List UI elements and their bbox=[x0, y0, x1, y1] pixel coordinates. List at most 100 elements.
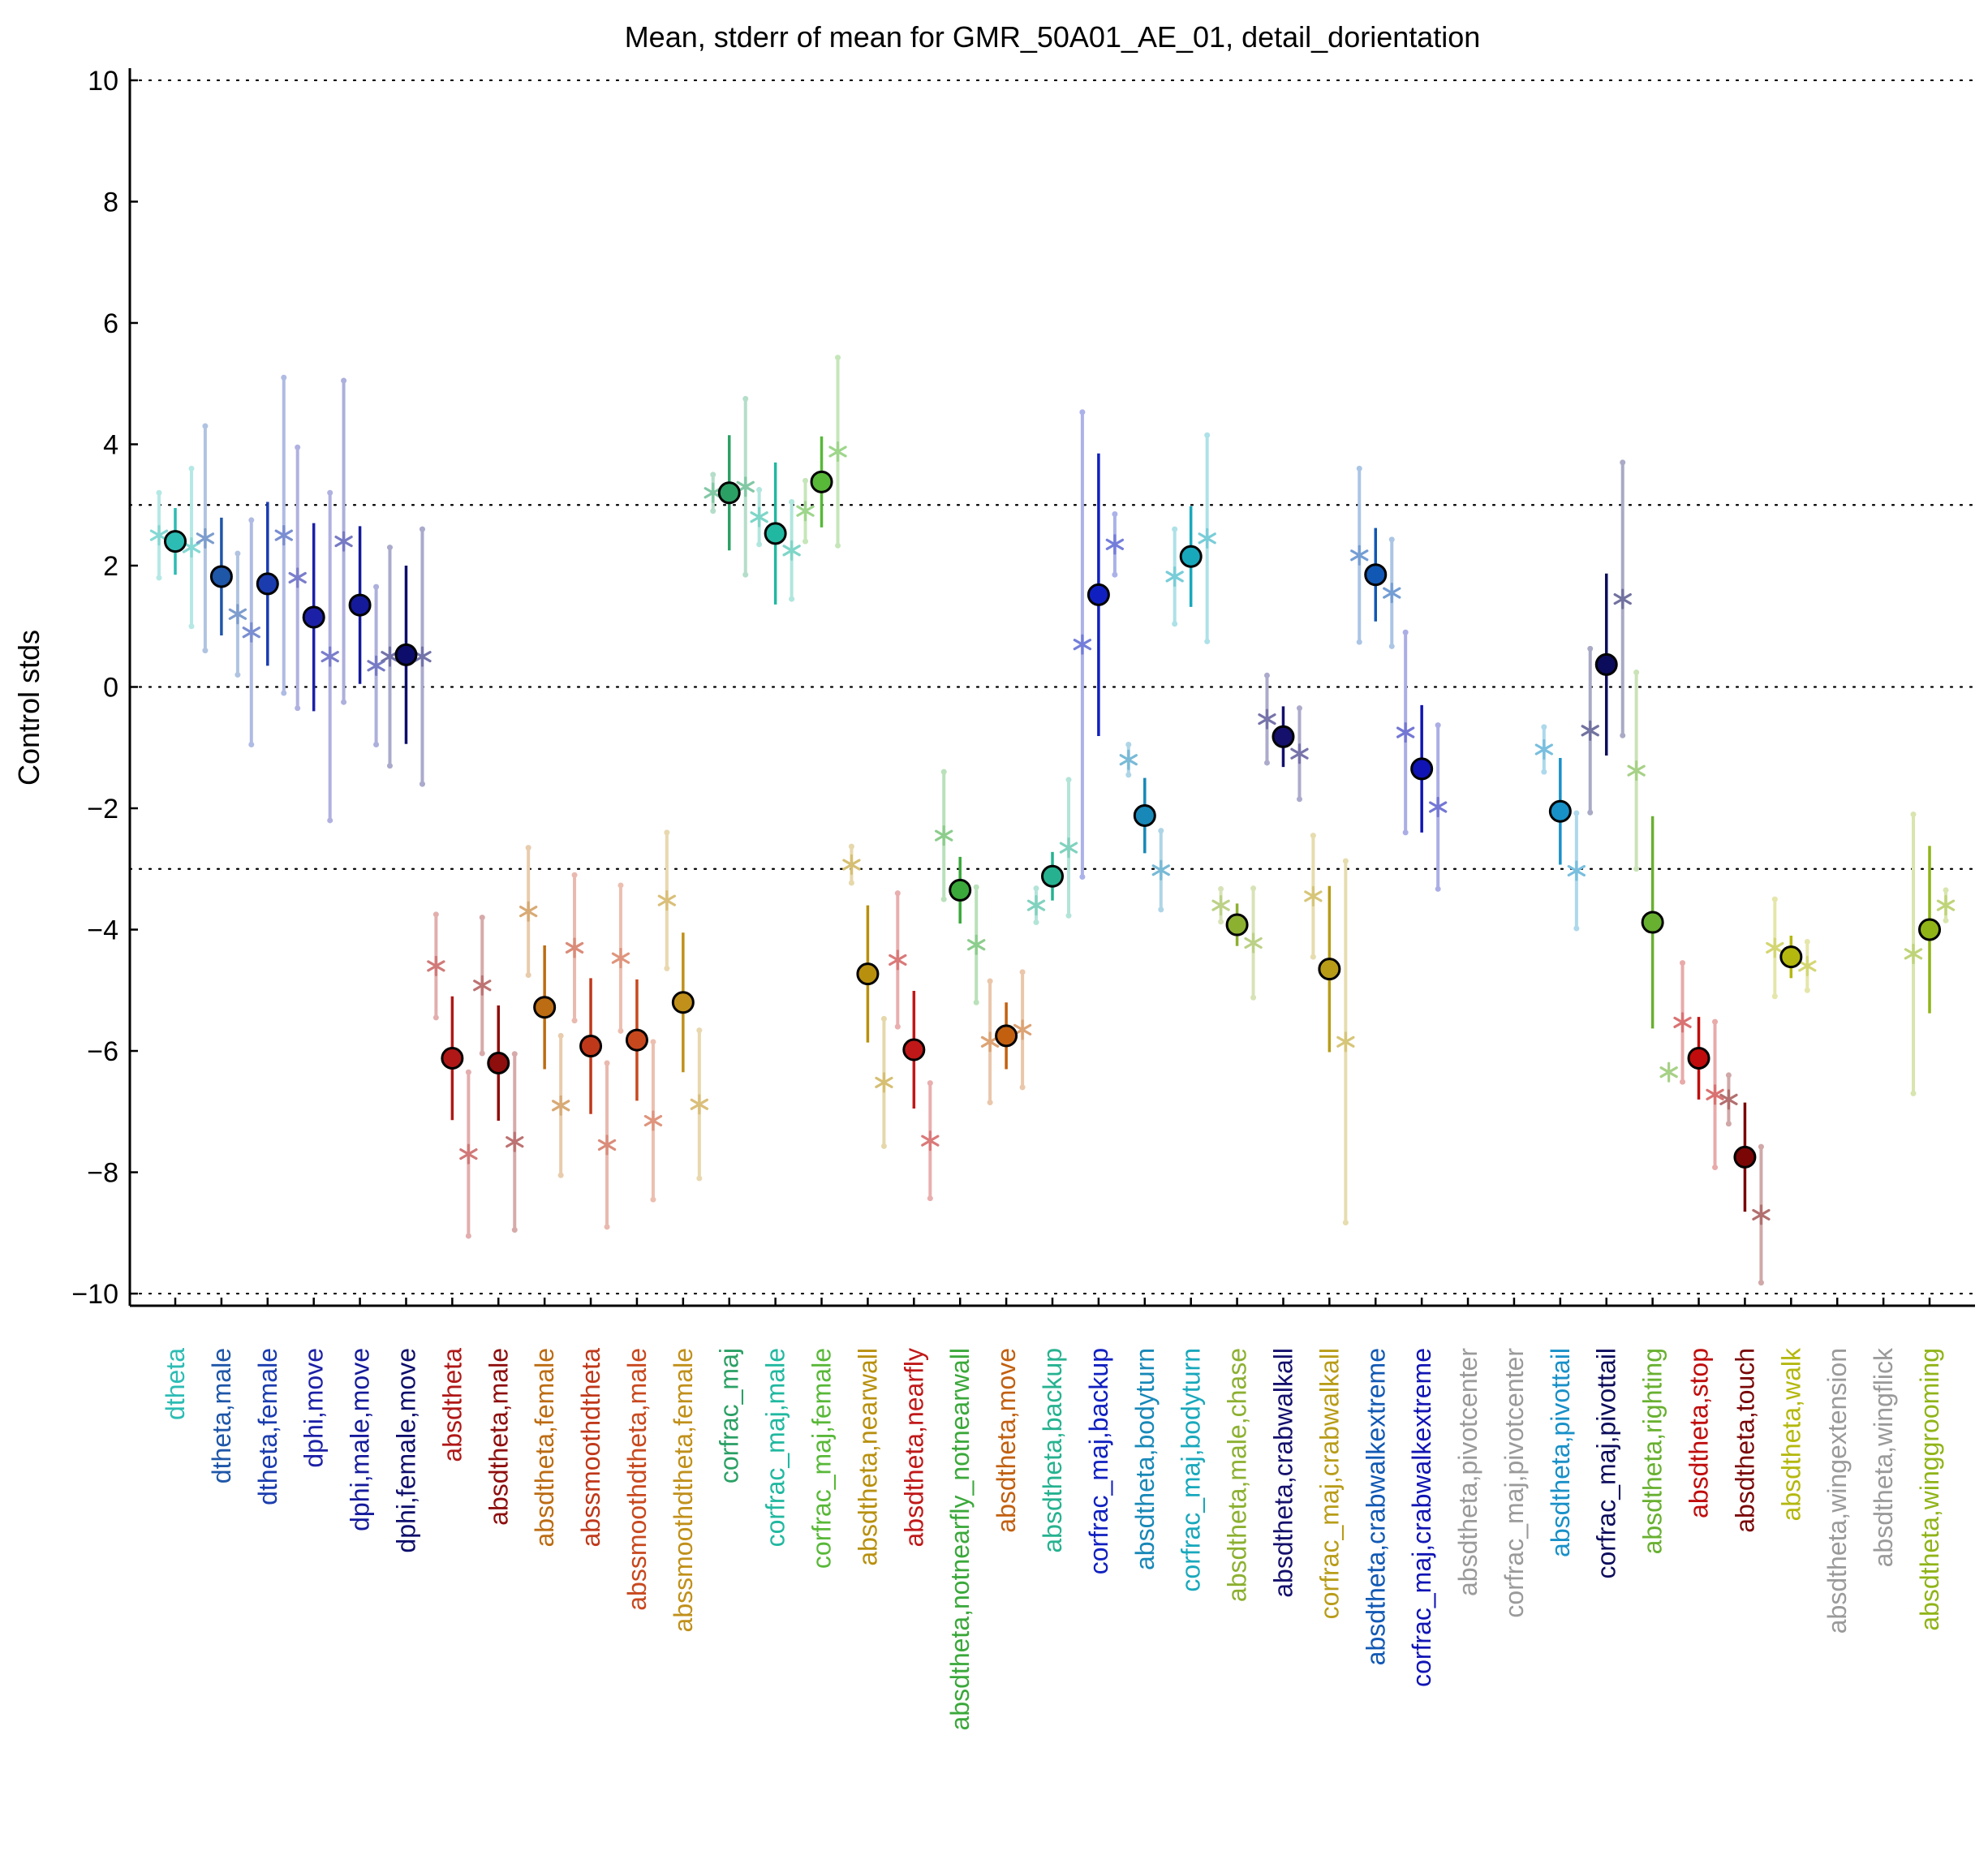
asterisk-stroke bbox=[1059, 842, 1078, 854]
female-error-cap bbox=[1296, 705, 1302, 712]
female-point bbox=[1105, 534, 1125, 555]
female-error-cap bbox=[1158, 828, 1164, 834]
category-label: absdtheta,move bbox=[992, 1348, 1021, 1533]
male-error-cap bbox=[1172, 621, 1178, 627]
male-error-cap bbox=[1633, 670, 1640, 676]
male-error-cap bbox=[1033, 919, 1039, 926]
asterisk-stroke bbox=[796, 505, 815, 517]
male-error-cap bbox=[1218, 885, 1224, 892]
female-error-cap bbox=[789, 596, 795, 602]
asterisk-stroke bbox=[1673, 1016, 1692, 1028]
y-tick-label: 2 bbox=[103, 551, 118, 582]
asterisk-stroke bbox=[1534, 743, 1554, 756]
male-point bbox=[1673, 1012, 1692, 1033]
male-point bbox=[889, 949, 907, 971]
category-marks bbox=[1119, 742, 1170, 913]
category-marks bbox=[565, 872, 617, 1230]
male-error-cap bbox=[894, 890, 901, 897]
asterisk-stroke bbox=[288, 571, 307, 584]
female-point bbox=[1198, 527, 1216, 549]
category-marks bbox=[1534, 724, 1586, 932]
asterisk-stroke bbox=[1567, 864, 1586, 877]
male-error-cap bbox=[987, 1100, 993, 1106]
male-point bbox=[1026, 895, 1046, 916]
female-error-cap bbox=[465, 1233, 471, 1239]
mean-point bbox=[1641, 911, 1664, 934]
mean-point bbox=[995, 1024, 1018, 1048]
female-error-cap bbox=[465, 1069, 471, 1075]
male-error-cap bbox=[341, 699, 347, 705]
male-error-cap bbox=[571, 872, 578, 878]
asterisk-stroke bbox=[1798, 960, 1817, 972]
category-marks bbox=[427, 911, 478, 1239]
asterisk-stroke bbox=[1290, 747, 1309, 760]
male-error-cap bbox=[202, 648, 209, 654]
female-error-cap bbox=[604, 1224, 610, 1230]
female-error-cap bbox=[1804, 938, 1810, 945]
category-labels: dtheta dtheta,male dtheta,female dphi,move d… bbox=[161, 1298, 1944, 1730]
mean-point bbox=[533, 996, 557, 1019]
female-error-cap bbox=[1758, 1143, 1764, 1150]
category-label: absdtheta,bodyturn bbox=[1130, 1348, 1160, 1570]
category-marks bbox=[1719, 1072, 1771, 1286]
category-label: corfrac_maj,backup bbox=[1084, 1348, 1113, 1574]
male-error-cap bbox=[987, 978, 993, 984]
asterisk-stroke bbox=[1026, 899, 1046, 911]
mean-point bbox=[1133, 803, 1156, 827]
mean-point bbox=[717, 481, 741, 505]
female-point bbox=[274, 525, 293, 546]
asterisk-stroke bbox=[321, 651, 339, 663]
male-error-cap bbox=[295, 705, 301, 712]
asterisk-stroke bbox=[413, 651, 432, 663]
category-marks bbox=[1581, 459, 1632, 816]
asterisk-stroke bbox=[828, 446, 847, 458]
male-point bbox=[1304, 885, 1323, 907]
mean-point bbox=[348, 593, 372, 617]
male-error-cap bbox=[1541, 769, 1547, 775]
female-error-cap bbox=[557, 1032, 564, 1039]
category-marks bbox=[1904, 811, 1956, 1096]
category-label: abssmoothdtheta,female bbox=[669, 1348, 698, 1632]
male-point bbox=[935, 825, 953, 846]
asterisk-stroke bbox=[1211, 899, 1230, 911]
female-point bbox=[828, 441, 847, 463]
mean-point bbox=[1225, 913, 1249, 936]
asterisk-stroke bbox=[643, 1114, 663, 1127]
asterisk-stroke bbox=[367, 660, 385, 672]
female-point bbox=[1059, 837, 1078, 859]
male-point bbox=[657, 890, 677, 911]
female-point bbox=[1290, 743, 1309, 764]
male-error-cap bbox=[664, 829, 670, 836]
male-error-cap bbox=[432, 1014, 439, 1021]
category-marks bbox=[1766, 896, 1817, 1000]
male-error-cap bbox=[1356, 639, 1362, 645]
mean-point bbox=[579, 1035, 603, 1058]
female-point bbox=[506, 1131, 524, 1152]
mean-point bbox=[1687, 1047, 1710, 1070]
female-error-cap bbox=[1620, 732, 1626, 738]
category-marks bbox=[473, 915, 524, 1234]
category-marks bbox=[1627, 670, 1678, 1083]
y-tick-label: 8 bbox=[103, 187, 118, 217]
y-tick-label: −8 bbox=[87, 1158, 118, 1189]
y-ticks: −10 −8 −6 −4 −2 0 2 4 6 8 10 bbox=[71, 66, 138, 1310]
y-tick-label: −10 bbox=[71, 1279, 118, 1310]
female-error-cap bbox=[1204, 432, 1211, 438]
asterisk-stroke bbox=[1119, 754, 1138, 766]
female-point bbox=[228, 604, 247, 625]
category-marks bbox=[334, 377, 385, 748]
male-error-cap bbox=[848, 843, 854, 850]
female-error-cap bbox=[835, 542, 841, 549]
male-error-cap bbox=[710, 508, 716, 515]
category-marks bbox=[519, 845, 570, 1178]
male-point bbox=[1165, 566, 1184, 588]
female-error-cap bbox=[927, 1080, 933, 1087]
female-error-cap bbox=[1943, 887, 1949, 893]
category-label: absdtheta,crabwalkextreme bbox=[1361, 1348, 1390, 1665]
female-point bbox=[1567, 860, 1586, 881]
male-error-cap bbox=[1771, 896, 1778, 902]
category-label: absdtheta,male,chase bbox=[1223, 1348, 1252, 1602]
male-point bbox=[473, 975, 492, 996]
female-point bbox=[1383, 583, 1401, 604]
